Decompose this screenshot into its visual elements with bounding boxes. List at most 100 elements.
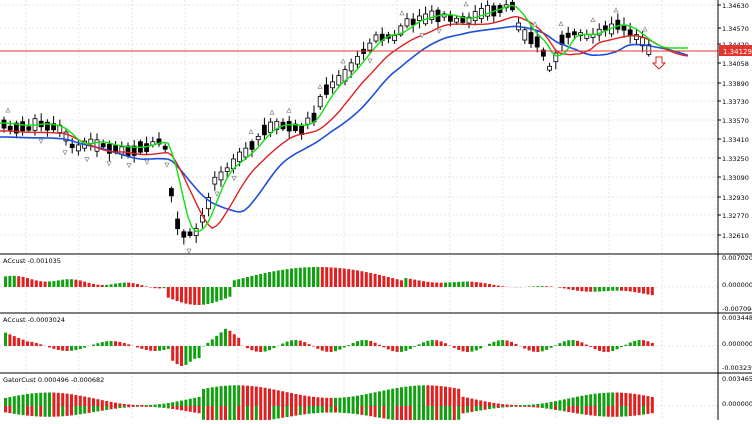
histogram-bar bbox=[343, 346, 346, 347]
histogram-bar bbox=[418, 406, 421, 420]
histogram-bar bbox=[39, 344, 42, 346]
histogram-bar bbox=[105, 285, 108, 287]
histogram-bar bbox=[308, 344, 311, 346]
histogram-bar bbox=[347, 345, 350, 346]
histogram-bar bbox=[52, 406, 55, 417]
histogram-bar bbox=[352, 406, 355, 414]
histogram-bar bbox=[246, 406, 249, 420]
histogram-bar bbox=[22, 395, 25, 406]
histogram-bar bbox=[88, 406, 91, 413]
histogram-bar bbox=[215, 387, 218, 406]
histogram-bar bbox=[501, 340, 504, 346]
histogram-bar bbox=[215, 336, 218, 346]
histogram-bar bbox=[220, 406, 223, 420]
histogram-bar bbox=[528, 406, 531, 407]
histogram-bar bbox=[13, 406, 16, 414]
histogram-bar bbox=[255, 275, 258, 287]
histogram-bar bbox=[264, 406, 267, 420]
histogram-bar bbox=[312, 397, 315, 406]
histogram-bar bbox=[479, 283, 482, 287]
price-axis-label: 1.33090 bbox=[722, 174, 749, 182]
histogram-bar bbox=[70, 394, 73, 406]
histogram-bar bbox=[88, 397, 91, 406]
bull-candle bbox=[523, 30, 527, 40]
histogram-bar bbox=[545, 286, 548, 287]
histogram-bar bbox=[585, 406, 588, 415]
histogram-bar bbox=[114, 341, 117, 346]
histogram-bar bbox=[136, 405, 139, 406]
histogram-bar bbox=[448, 387, 451, 406]
histogram-bar bbox=[440, 406, 443, 420]
histogram-bar bbox=[176, 346, 179, 364]
histogram-bar bbox=[616, 393, 619, 406]
price-scale[interactable]: 1.346301.345701.344201.340581.338901.337… bbox=[718, 0, 752, 420]
histogram-bar bbox=[409, 406, 412, 420]
histogram-bar bbox=[184, 400, 187, 406]
ac-subwindow[interactable]: ACcust -0.001035 0.007020 0.000000 -0.00… bbox=[3, 254, 752, 313]
histogram-bar bbox=[259, 406, 262, 420]
histogram-bar bbox=[206, 287, 209, 304]
histogram-bar bbox=[4, 406, 7, 412]
histogram-bar bbox=[541, 406, 544, 408]
histogram-bar bbox=[435, 406, 438, 420]
histogram-bar bbox=[281, 270, 284, 287]
histogram-bar bbox=[286, 406, 289, 417]
price-axis-label: 1.34570 bbox=[722, 25, 749, 33]
histogram-bar bbox=[506, 405, 509, 406]
fractal-down-icon bbox=[437, 29, 441, 33]
bear-candle bbox=[21, 122, 25, 131]
histogram-bar bbox=[492, 342, 495, 346]
histogram-bar bbox=[272, 346, 275, 348]
histogram-bar bbox=[488, 344, 491, 346]
histogram-bar bbox=[356, 270, 359, 287]
histogram-bar bbox=[404, 278, 407, 287]
bear-candle bbox=[114, 146, 118, 152]
histogram-bar bbox=[369, 393, 372, 406]
histogram-bar bbox=[404, 346, 407, 351]
histogram-bar bbox=[255, 387, 258, 406]
main-price-window[interactable] bbox=[0, 0, 718, 253]
histogram-bar bbox=[8, 397, 11, 406]
histogram-bar bbox=[435, 283, 438, 287]
histogram-bar bbox=[360, 406, 363, 415]
histogram-bar bbox=[268, 389, 271, 406]
histogram-bar bbox=[237, 279, 240, 287]
histogram-bar bbox=[466, 346, 469, 352]
histogram-bar bbox=[550, 346, 553, 348]
ao-subwindow[interactable]: ACcust -0.0003024 0.0034488 0.000000 -0.… bbox=[3, 314, 752, 372]
histogram-bar bbox=[101, 400, 104, 406]
histogram-bar bbox=[70, 406, 73, 415]
histogram-bar bbox=[228, 406, 231, 420]
histogram-bar bbox=[228, 287, 231, 297]
histogram-bar bbox=[321, 398, 324, 406]
histogram-bar bbox=[290, 393, 293, 406]
histogram-bar bbox=[422, 342, 425, 346]
histogram-bar bbox=[616, 406, 619, 417]
histogram-bar bbox=[277, 406, 280, 419]
histogram-bar bbox=[110, 406, 113, 409]
histogram-bar bbox=[26, 406, 29, 416]
histogram-bar bbox=[470, 406, 473, 412]
histogram-bar bbox=[646, 406, 649, 414]
histogram-bar bbox=[488, 402, 491, 406]
histogram-bar bbox=[651, 397, 654, 406]
bull-candle bbox=[219, 172, 223, 180]
histogram-bar bbox=[475, 400, 478, 406]
gator-subwindow[interactable]: GatorCust 0.000496 -0.000682 0.003465 0.… bbox=[3, 375, 752, 420]
histogram-bar bbox=[440, 283, 443, 287]
histogram-bar bbox=[162, 287, 165, 288]
histogram-bar bbox=[501, 404, 504, 406]
histogram-bar bbox=[422, 281, 425, 287]
histogram-bar bbox=[404, 406, 407, 420]
histogram-bar bbox=[272, 389, 275, 406]
histogram-bar bbox=[17, 395, 20, 406]
histogram-bar bbox=[61, 406, 64, 416]
histogram-bar bbox=[651, 406, 654, 413]
histogram-bar bbox=[149, 406, 152, 407]
current-price-label: 1.34129 bbox=[723, 48, 752, 56]
histogram-bar bbox=[369, 341, 372, 346]
histogram-bar bbox=[646, 396, 649, 406]
bull-candle bbox=[548, 66, 552, 70]
histogram-bar bbox=[532, 286, 535, 287]
